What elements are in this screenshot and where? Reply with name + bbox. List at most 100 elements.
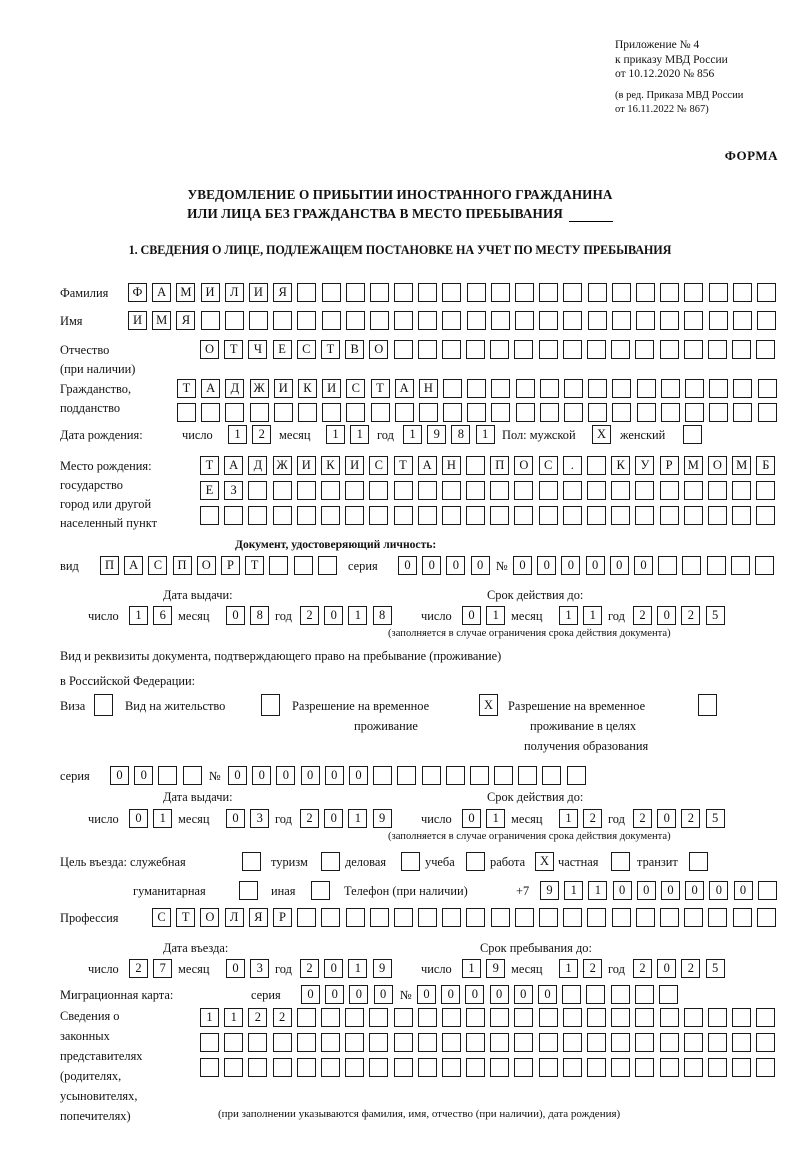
cell[interactable]: Ж — [249, 379, 269, 398]
cell[interactable] — [490, 1058, 510, 1077]
cell[interactable] — [611, 311, 631, 330]
cell[interactable] — [224, 1058, 244, 1077]
cell[interactable] — [612, 403, 632, 422]
cell[interactable]: 0 — [373, 985, 393, 1004]
cell[interactable]: 0 — [657, 809, 677, 828]
cell[interactable]: И — [200, 283, 220, 302]
cell[interactable] — [587, 456, 606, 475]
cell[interactable] — [466, 908, 486, 927]
cell[interactable]: 0 — [446, 556, 466, 575]
cell[interactable]: 2 — [583, 809, 603, 828]
cell[interactable] — [491, 403, 511, 422]
cell[interactable]: 9 — [486, 959, 506, 978]
cell[interactable]: 0 — [226, 809, 245, 828]
cell[interactable] — [443, 403, 463, 422]
cell[interactable] — [733, 403, 753, 422]
cell[interactable] — [514, 340, 534, 359]
cell[interactable] — [732, 340, 752, 359]
cell[interactable] — [587, 481, 606, 500]
cell[interactable] — [659, 481, 679, 500]
cell[interactable]: 0 — [417, 985, 436, 1004]
cell[interactable]: Т — [393, 456, 413, 475]
cell[interactable] — [611, 1033, 631, 1052]
cell[interactable]: 0 — [657, 606, 677, 625]
cell[interactable]: 0 — [489, 985, 509, 1004]
cell[interactable] — [442, 283, 462, 302]
cell[interactable] — [441, 1033, 461, 1052]
cell[interactable] — [757, 379, 777, 398]
cell[interactable]: 8 — [250, 606, 270, 625]
cell[interactable]: 1 — [486, 606, 506, 625]
cell[interactable] — [417, 481, 437, 500]
cell[interactable] — [273, 403, 293, 422]
cell[interactable] — [417, 506, 437, 525]
cell[interactable]: 2 — [681, 959, 701, 978]
cell[interactable] — [469, 766, 489, 785]
cell[interactable] — [707, 1008, 727, 1027]
cell[interactable]: 1 — [559, 959, 578, 978]
cell[interactable]: 0 — [226, 606, 245, 625]
cell[interactable]: 0 — [513, 556, 532, 575]
cell[interactable] — [587, 283, 607, 302]
cell[interactable] — [421, 766, 441, 785]
cell[interactable]: Я — [176, 311, 196, 330]
cell[interactable] — [659, 1033, 679, 1052]
cell[interactable] — [417, 1008, 437, 1027]
cell[interactable]: Т — [176, 908, 196, 927]
cell[interactable] — [635, 283, 655, 302]
cell[interactable] — [345, 481, 365, 500]
cell[interactable] — [611, 1008, 631, 1027]
cell[interactable]: 2 — [272, 1008, 292, 1027]
cell[interactable] — [709, 379, 729, 398]
cell[interactable]: Ч — [248, 340, 268, 359]
cell[interactable] — [273, 311, 293, 330]
cell[interactable]: Т — [245, 556, 265, 575]
checkbox-temp-residence[interactable]: X — [479, 694, 498, 716]
cell[interactable] — [587, 311, 607, 330]
cell[interactable] — [563, 283, 583, 302]
cell[interactable] — [539, 403, 559, 422]
cell[interactable] — [587, 506, 606, 525]
cell[interactable]: 0 — [657, 959, 677, 978]
cell[interactable] — [369, 506, 389, 525]
cell[interactable] — [611, 340, 631, 359]
cell[interactable]: Н — [441, 456, 461, 475]
cell[interactable] — [514, 506, 534, 525]
cell[interactable] — [515, 311, 534, 330]
cell[interactable]: К — [611, 456, 631, 475]
cell[interactable]: П — [490, 456, 510, 475]
cell[interactable] — [490, 481, 510, 500]
cell[interactable]: 0 — [585, 556, 605, 575]
checkbox-visa[interactable] — [94, 694, 113, 716]
cell[interactable]: 0 — [324, 766, 344, 785]
cell[interactable] — [515, 283, 534, 302]
cell[interactable] — [417, 340, 437, 359]
cell[interactable] — [418, 908, 438, 927]
cell[interactable] — [732, 311, 752, 330]
cell[interactable]: 7 — [153, 959, 173, 978]
cell[interactable]: Л — [224, 908, 244, 927]
cell[interactable] — [756, 1058, 776, 1077]
cell[interactable]: И — [273, 379, 293, 398]
cell[interactable] — [369, 283, 389, 302]
cell[interactable]: 2 — [300, 606, 319, 625]
cell[interactable] — [369, 908, 389, 927]
cell[interactable]: М — [176, 283, 196, 302]
cell[interactable] — [659, 506, 679, 525]
cell[interactable] — [562, 1008, 582, 1027]
cell[interactable] — [417, 1058, 437, 1077]
cell[interactable]: 8 — [451, 425, 471, 444]
cell[interactable] — [635, 908, 655, 927]
cell[interactable] — [200, 311, 220, 330]
cell[interactable] — [345, 506, 365, 525]
cell[interactable]: 0 — [226, 959, 245, 978]
cell[interactable]: 2 — [248, 1008, 268, 1027]
cell[interactable] — [757, 403, 777, 422]
cell[interactable] — [732, 1058, 752, 1077]
cell[interactable]: 0 — [301, 985, 320, 1004]
